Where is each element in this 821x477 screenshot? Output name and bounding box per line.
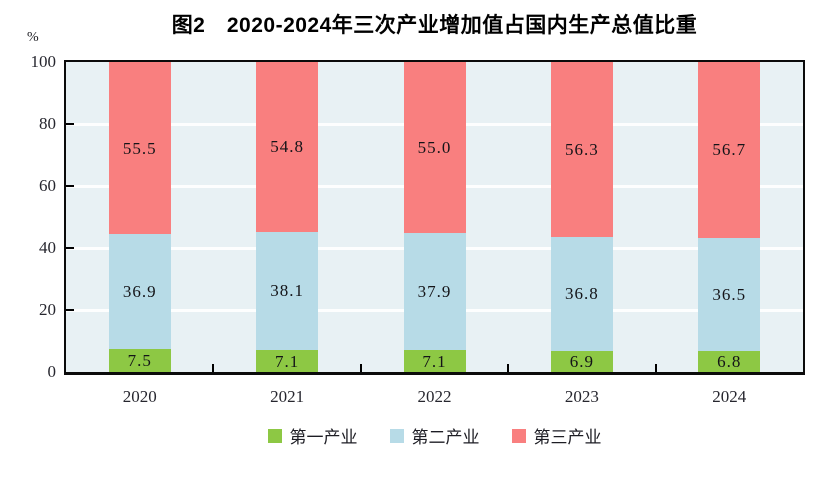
y-axis-tick-label: 20 (39, 300, 56, 319)
bar-segment: 7.1 (256, 350, 319, 372)
bar-segment: 54.8 (256, 62, 319, 232)
bar-segment: 7.5 (108, 348, 171, 372)
legend-swatch (511, 428, 526, 443)
legend-label: 第一产业 (289, 428, 358, 447)
legend-swatch (267, 428, 282, 443)
bar-value-label: 7.1 (422, 351, 447, 371)
bar-group: 7.1 37.9 55.0 (403, 62, 466, 372)
x-axis-tick-label: 2022 (417, 387, 452, 406)
x-axis-tick-label: 2020 (122, 387, 157, 406)
y-axis-tick-label: 40 (39, 238, 56, 257)
bar-segment: 7.1 (403, 350, 466, 372)
bar-segment: 36.5 (698, 237, 761, 351)
legend-label: 第二产业 (411, 428, 480, 447)
bar-value-label: 55.5 (122, 138, 157, 158)
bar-value-label: 6.8 (717, 351, 742, 371)
plot-area: 7.5 36.9 55.5 7.1 38.1 54.8 7.1 37.9 55.0 6.9 36.8… (64, 60, 805, 375)
bar-segment: 37.9 (403, 232, 466, 350)
bar-segment: 56.3 (550, 62, 613, 237)
bar-value-label: 7.5 (127, 350, 152, 370)
bar-value-label: 36.8 (565, 284, 599, 304)
y-axis-tick-label: 60 (39, 176, 56, 195)
y-axis-unit-label: % (27, 30, 39, 45)
legend-item: 第二产业 (389, 423, 480, 448)
x-axis-tick-label: 2023 (564, 387, 599, 406)
bar-group: 7.1 38.1 54.8 (256, 62, 319, 372)
bar-group: 6.8 36.5 56.7 (698, 62, 761, 372)
y-tick (66, 185, 74, 187)
bar-value-label: 6.9 (569, 351, 595, 371)
bar-value-label: 56.3 (565, 139, 599, 159)
x-axis-tick-label: 2021 (270, 387, 305, 406)
bar-value-label: 56.7 (712, 140, 747, 160)
x-axis-tick-label: 2024 (712, 387, 747, 406)
legend-label: 第三产业 (533, 428, 602, 447)
chart-title: 图2 2020-2024年三次产业增加值占国内生产总值比重 (171, 14, 698, 37)
y-tick (66, 123, 74, 125)
y-tick (66, 247, 74, 249)
bar-segment: 38.1 (256, 231, 319, 350)
y-tick (66, 309, 74, 311)
x-tick (359, 364, 362, 372)
bar-value-label: 7.1 (274, 351, 300, 371)
bar-segment: 6.9 (550, 350, 613, 372)
bar-segment: 55.0 (403, 62, 466, 233)
y-axis-tick-label: 0 (47, 362, 57, 381)
legend: 第一产业 第二产业 第三产业 (64, 423, 805, 448)
bar-value-label: 36.9 (122, 282, 157, 302)
bar-segment: 55.5 (108, 62, 171, 235)
bar-value-label: 38.1 (270, 281, 304, 301)
bar-segment: 6.8 (698, 350, 761, 372)
bar-group: 7.5 36.9 55.5 (108, 62, 171, 372)
bar-group: 6.9 36.8 56.3 (550, 62, 613, 372)
x-tick (654, 364, 657, 372)
plot-inner: 7.5 36.9 55.5 7.1 38.1 54.8 7.1 37.9 55.0 6.9 36.8… (66, 62, 803, 372)
bar-segment: 56.7 (698, 62, 761, 238)
bar-segment: 36.8 (550, 236, 613, 351)
y-axis-tick-label: 80 (39, 114, 56, 133)
x-tick (507, 364, 510, 372)
legend-item: 第三产业 (511, 423, 602, 448)
bar-value-label: 55.0 (417, 137, 452, 157)
bar-value-label: 37.9 (417, 281, 452, 301)
x-tick (212, 364, 215, 372)
bar-segment: 36.9 (108, 234, 171, 349)
legend-item: 第一产业 (267, 423, 358, 448)
y-axis-tick-label: 100 (30, 52, 57, 71)
bar-value-label: 36.5 (712, 284, 747, 304)
bar-value-label: 54.8 (270, 137, 304, 157)
legend-swatch (389, 428, 404, 443)
